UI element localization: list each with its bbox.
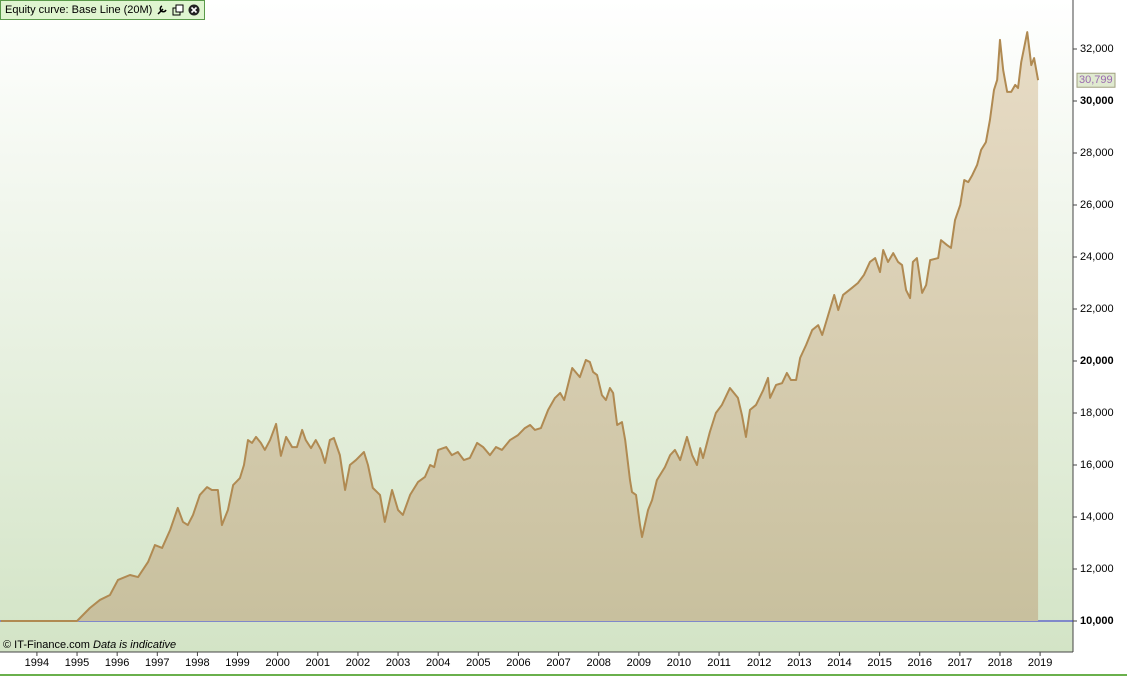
y-tick-label: 20,000: [1080, 355, 1114, 367]
x-tick-label: 2011: [707, 657, 731, 669]
y-tick-label: 28,000: [1080, 147, 1114, 159]
x-axis-panel: [0, 652, 1073, 676]
x-tick-label: 2000: [265, 657, 289, 669]
x-tick-label: 2009: [627, 657, 651, 669]
x-tick-label: 2019: [1028, 657, 1052, 669]
y-tick-label: 32,000: [1080, 43, 1114, 55]
last-value-box: [1076, 72, 1116, 88]
chart-title-box: Equity curve: Base Line (20M): [0, 0, 206, 20]
x-tick-label: 2018: [988, 657, 1012, 669]
detach-icon[interactable]: [172, 4, 184, 16]
x-tick-label: 1996: [105, 657, 129, 669]
chart-title: Equity curve: Base Line (20M): [5, 4, 153, 16]
x-tick-label: 1994: [25, 657, 49, 669]
x-tick-label: 2016: [907, 657, 931, 669]
y-tick-label: 22,000: [1080, 303, 1114, 315]
y-tick-label: 24,000: [1080, 251, 1114, 263]
equity-line: [0, 31, 1040, 623]
x-tick-label: 2001: [306, 657, 330, 669]
x-tick-label: 1998: [185, 657, 209, 669]
x-tick-label: 2008: [586, 657, 610, 669]
area-fill: [0, 32, 1039, 622]
y-tick-label: 18,000: [1080, 407, 1114, 419]
x-tick-label: 1995: [65, 657, 89, 669]
y-tick-label: 10,000: [1080, 615, 1114, 627]
y-tick-label: 30,000: [1080, 95, 1114, 107]
footer-source: © IT-Finance.com: [3, 639, 90, 651]
x-tick-label: 2006: [506, 657, 530, 669]
x-tick-label: 1997: [145, 657, 169, 669]
x-tick-label: 2007: [546, 657, 570, 669]
x-tick-label: 2010: [667, 657, 691, 669]
y-axis-panel: [1073, 0, 1127, 676]
x-tick-label: 2017: [948, 657, 972, 669]
y-tick-label: 14,000: [1080, 511, 1114, 523]
x-tick-label: 2003: [386, 657, 410, 669]
x-tick-label: 2013: [787, 657, 811, 669]
x-tick-label: 2002: [346, 657, 370, 669]
x-tick-label: 2005: [466, 657, 490, 669]
x-tick-label: 2015: [867, 657, 891, 669]
settings-icon[interactable]: [156, 4, 168, 16]
x-tick-label: 2004: [426, 657, 450, 669]
y-tick-label: 26,000: [1080, 199, 1114, 211]
y-tick-label: 12,000: [1080, 563, 1114, 575]
footer-note: Data is indicative: [93, 639, 176, 651]
x-tick-label: 1999: [225, 657, 249, 669]
x-tick-label: 2014: [827, 657, 851, 669]
close-icon[interactable]: [188, 4, 200, 16]
x-tick-label: 2012: [747, 657, 771, 669]
y-tick-label: 16,000: [1080, 459, 1114, 471]
last-value-label: 30,799: [1079, 74, 1113, 86]
